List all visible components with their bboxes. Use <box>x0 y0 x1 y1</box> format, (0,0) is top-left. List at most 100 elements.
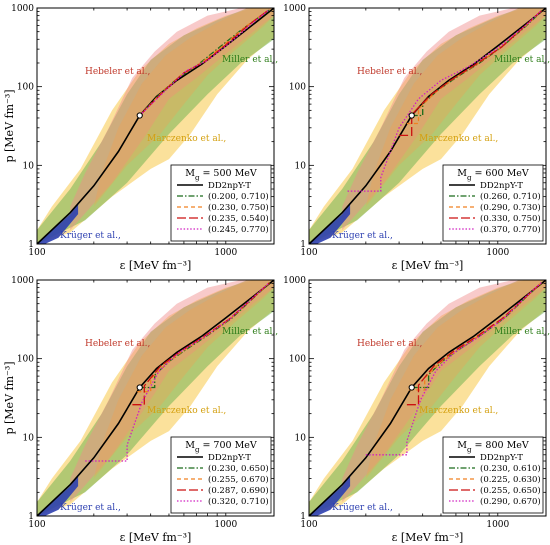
panel-4-xtick-1: 1000 <box>486 520 509 530</box>
panel-1-ytick-0: 1 <box>28 240 34 250</box>
panel-4-frame <box>308 279 547 517</box>
panel-3-ylabel: p [MeV fm⁻³] <box>3 361 16 434</box>
panel-3-xtick-1: 1000 <box>214 520 237 530</box>
panel-1-band-hebeler <box>70 8 274 231</box>
panel-1-series-2 <box>139 8 270 116</box>
panel-2-ticks <box>308 7 546 245</box>
panel-4: Hebeler et al., Miller et al., Marczenko e… <box>283 276 550 544</box>
panel-4-plot-area <box>309 280 546 516</box>
panel-4-ticks <box>308 279 546 517</box>
panel-2-legend-entry-0: DD2npY-T <box>480 181 523 191</box>
panel-2-series-3 <box>399 10 542 137</box>
panel-3-legend-entry-0: DD2npY-T <box>208 453 251 463</box>
panel-1-frame <box>36 7 275 245</box>
panel-3: Hebeler et al., Miller et al., Marczenko e… <box>3 276 278 544</box>
panel-2-band-miller <box>309 8 546 244</box>
panel-2-ytick-1: 10 <box>295 161 307 171</box>
panel-1-ytick-1: 10 <box>23 161 35 171</box>
panel-2-ytick-3: 1000 <box>283 4 306 14</box>
panel-3-ytick-0: 1 <box>28 512 34 522</box>
panel-1-band-kruger <box>37 204 79 244</box>
panel-4-ytick-3: 1000 <box>283 276 306 286</box>
panel-3-xlabel: ε [MeV fm⁻³] <box>120 531 192 544</box>
panel-2-xtick-1: 1000 <box>486 248 509 258</box>
panel-2-frame <box>308 7 547 245</box>
panel-2-legend-entry-2: (0.290, 0.730) <box>480 202 541 213</box>
panel-3-ytick-1: 10 <box>23 433 35 443</box>
panel-4-ytick-0: 1 <box>300 512 306 522</box>
panel-4-ytick-2: 100 <box>289 355 306 365</box>
panel-2-legend-entry-3: (0.330, 0.750) <box>480 213 541 224</box>
panel-3-band-miller <box>37 280 274 516</box>
panel-4-legend-entry-1: (0.230, 0.610) <box>480 463 541 474</box>
panel-1-legend-entry-2: (0.230, 0.750) <box>208 202 269 213</box>
panel-1-legend-entry-4: (0.245, 0.770) <box>208 224 269 235</box>
panel-3-xtick-0: 100 <box>28 520 45 530</box>
panel-2-marker <box>408 112 415 119</box>
panel-4-legend-box <box>442 436 544 514</box>
panel-1-legend-box <box>170 164 272 242</box>
panel-4-marker <box>408 384 415 391</box>
panel-3-legend-entry-2: (0.255, 0.670) <box>208 474 269 485</box>
panel-3-legend-entry-3: (0.287, 0.690) <box>208 485 269 496</box>
panel-3-ytick-2: 100 <box>17 355 34 365</box>
panel-4-series-0 <box>309 280 546 516</box>
panel-3-legend-entry-4: (0.320, 0.710) <box>208 496 269 507</box>
panel-4-xtick-0: 100 <box>300 520 317 530</box>
panel-1-marker <box>136 112 143 119</box>
panel-2-band-hebeler <box>342 8 546 231</box>
panel-3-legend-box <box>170 436 272 514</box>
panel-3-marker <box>136 384 143 391</box>
panel-2-series-0 <box>309 8 546 244</box>
panel-4-series-4 <box>365 282 542 456</box>
panel-2-legend-title: Mg = 600 MeV <box>457 168 529 182</box>
panel-1-ylabel: p [MeV fm⁻³] <box>3 89 16 162</box>
panel-4-series-2 <box>409 282 542 391</box>
panel-1-ytick-3: 1000 <box>11 4 34 14</box>
panel-4-ytick-1: 10 <box>295 433 307 443</box>
panel-3-legend-entry-1: (0.230, 0.650) <box>208 463 269 474</box>
panel-3-band-overlap <box>93 280 274 479</box>
panel-4-band-kruger <box>309 476 351 516</box>
panel-3-ytick-3: 1000 <box>11 276 34 286</box>
panel-1-ytick-2: 100 <box>17 83 34 93</box>
panel-3-band-kruger <box>37 476 79 516</box>
panel-4-legend-entry-0: DD2npY-T <box>480 453 523 463</box>
panel-1-label-miller: Miller et al., <box>222 55 278 65</box>
panel-4-xlabel: ε [MeV fm⁻³] <box>392 531 464 544</box>
panel-2-band-kruger <box>309 204 351 244</box>
panel-3-label-marczenko: Marczenko et al., <box>147 406 226 416</box>
panel-4-band-hebeler <box>342 280 546 503</box>
panel-1-band-miller <box>37 8 274 244</box>
panel-1-legend-entry-3: (0.235, 0.540) <box>208 213 269 224</box>
panel-3-series-0 <box>37 280 274 516</box>
panel-2-series-4 <box>347 10 542 192</box>
panel-2-legend-box <box>442 164 544 242</box>
panel-3-label-kruger: Krüger et al., <box>60 503 121 513</box>
panel-4-label-kruger: Krüger et al., <box>332 503 393 513</box>
panel-3-label-hebeler: Hebeler et al., <box>85 339 150 349</box>
panel-4-legend-entry-2: (0.225, 0.630) <box>480 474 541 485</box>
panel-3-band-hebeler <box>70 280 274 503</box>
panel-1-label-kruger: Krüger et al., <box>60 231 121 241</box>
panel-4-label-miller: Miller et al., <box>494 327 550 337</box>
panel-1-xtick-0: 100 <box>28 248 45 258</box>
panel-1-label-marczenko: Marczenko et al., <box>147 134 226 144</box>
panel-4-label-hebeler: Hebeler et al., <box>357 339 422 349</box>
panel-4-legend-entry-3: (0.255, 0.650) <box>480 485 541 496</box>
panel-2-xlabel: ε [MeV fm⁻³] <box>392 259 464 272</box>
panel-4-series-3 <box>406 282 542 406</box>
panel-2-label-miller: Miller et al., <box>494 55 550 65</box>
panel-1-legend-entry-0: DD2npY-T <box>208 181 251 191</box>
panel-1-band-overlap <box>93 8 274 207</box>
panel-2-label-hebeler: Hebeler et al., <box>357 67 422 77</box>
panel-4-label-marczenko: Marczenko et al., <box>419 406 498 416</box>
panel-2-band-overlap <box>365 8 546 207</box>
panel-2: Hebeler et al., Miller et al., Marczenko e… <box>283 4 550 272</box>
panel-1-label-hebeler: Hebeler et al., <box>85 67 150 77</box>
panel-1-ticks <box>36 7 274 245</box>
